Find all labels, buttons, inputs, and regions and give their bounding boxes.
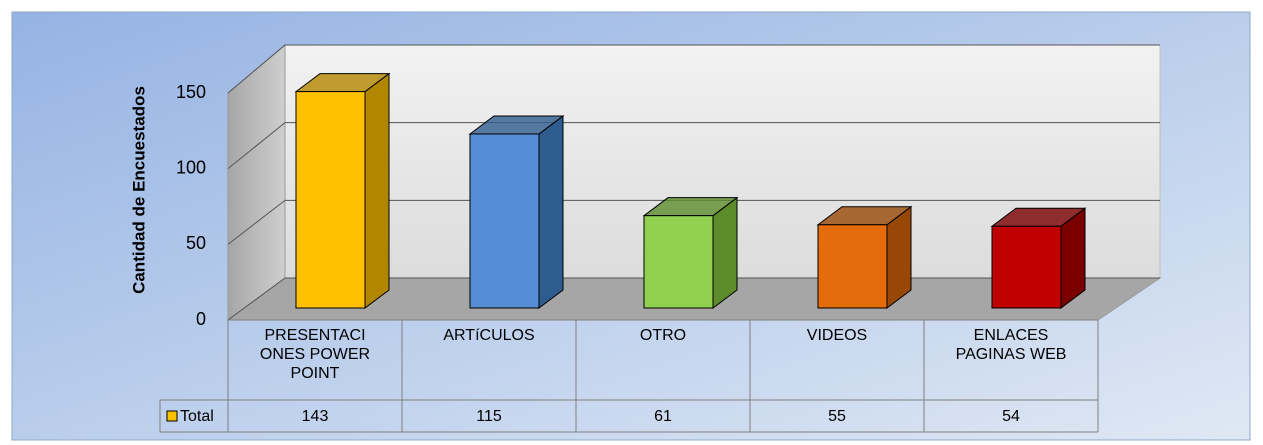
y-tick-label: 150 bbox=[176, 82, 206, 102]
category-cell: OTRO bbox=[639, 327, 687, 344]
legend-label: Total bbox=[180, 408, 214, 425]
y-tick-label: 50 bbox=[186, 233, 206, 253]
bar-front bbox=[991, 225, 1062, 309]
bar bbox=[990, 207, 1087, 309]
bar-front bbox=[295, 91, 366, 309]
x-tick-label: VIDEOS bbox=[806, 327, 868, 344]
table-value: 55 bbox=[828, 408, 846, 425]
bar bbox=[468, 114, 565, 309]
table-value: 54 bbox=[1002, 408, 1020, 425]
bar bbox=[642, 196, 739, 309]
bar-front bbox=[817, 224, 888, 309]
x-tick-label: PRESENTACIONES POWER POINT bbox=[259, 327, 371, 382]
category-cell: VIDEOS bbox=[806, 327, 868, 344]
category-cell: ENLACES PAGINAS WEB bbox=[955, 327, 1067, 363]
grid-line bbox=[227, 277, 286, 321]
bar-side bbox=[712, 196, 738, 309]
grid-line bbox=[227, 199, 286, 245]
table-value: 115 bbox=[476, 408, 502, 425]
grid-line bbox=[227, 44, 286, 94]
x-tick-label: OTRO bbox=[639, 327, 687, 344]
category-cell: PRESENTACIONES POWER POINT bbox=[259, 327, 371, 382]
bar bbox=[294, 72, 391, 309]
grid-line bbox=[227, 122, 286, 170]
x-tick-label: ARTíCULOS bbox=[443, 327, 535, 344]
bar-side bbox=[538, 114, 564, 309]
table-value: 61 bbox=[654, 408, 672, 425]
y-tick-label: 0 bbox=[196, 309, 206, 329]
x-tick-label: ENLACES PAGINAS WEB bbox=[955, 327, 1067, 363]
legend-swatch bbox=[166, 410, 178, 422]
bar-front bbox=[469, 133, 540, 309]
table-value: 143 bbox=[302, 408, 329, 425]
y-tick-label: 100 bbox=[176, 157, 206, 177]
bar-side bbox=[364, 72, 390, 309]
bar bbox=[816, 205, 913, 309]
bar-front bbox=[643, 215, 714, 309]
category-cell: ARTíCULOS bbox=[443, 327, 535, 344]
y-axis-title: Cantidad de Encuestados bbox=[129, 86, 148, 294]
